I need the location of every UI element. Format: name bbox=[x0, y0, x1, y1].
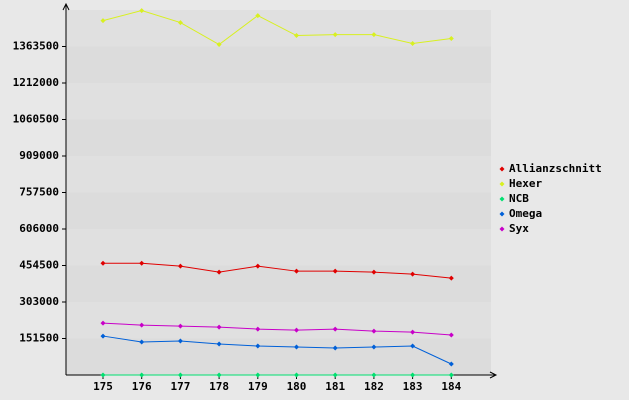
x-tick-label: 177 bbox=[170, 380, 190, 393]
point bbox=[332, 345, 338, 351]
point bbox=[177, 323, 183, 329]
point bbox=[255, 326, 261, 332]
y-tick-label: 1363500 bbox=[13, 40, 59, 53]
plot-band bbox=[66, 192, 491, 229]
point bbox=[255, 343, 261, 349]
plot-band bbox=[66, 10, 491, 47]
legend-label: Allianzschnitt bbox=[509, 162, 602, 175]
point bbox=[100, 260, 106, 266]
series-line bbox=[103, 262, 452, 279]
plot-band bbox=[66, 83, 491, 120]
point bbox=[255, 263, 261, 269]
point bbox=[371, 344, 377, 350]
point bbox=[410, 329, 416, 335]
point bbox=[177, 263, 183, 269]
plot-band bbox=[66, 119, 491, 156]
plot-band bbox=[66, 156, 491, 193]
point bbox=[371, 328, 377, 334]
point bbox=[332, 372, 338, 378]
x-tick-label: 180 bbox=[287, 380, 307, 393]
legend-label: Hexer bbox=[509, 177, 542, 190]
y-tick-label: 454500 bbox=[19, 259, 59, 272]
point bbox=[255, 372, 261, 378]
y-tick-label: 1212000 bbox=[13, 76, 59, 89]
legend-label: NCB bbox=[509, 192, 529, 205]
point bbox=[371, 372, 377, 378]
plot-band bbox=[66, 46, 491, 83]
x-tick-label: 175 bbox=[93, 380, 113, 393]
point bbox=[371, 269, 377, 275]
legend-swatch bbox=[499, 211, 505, 217]
x-tick-label: 178 bbox=[209, 380, 229, 393]
point bbox=[216, 372, 222, 378]
y-tick-label: 757500 bbox=[19, 186, 59, 199]
legend-swatch bbox=[499, 226, 505, 232]
legend-label: Syx bbox=[509, 222, 529, 235]
point bbox=[294, 268, 299, 274]
point bbox=[177, 20, 183, 26]
point bbox=[448, 372, 454, 378]
x-axis-arrow bbox=[489, 371, 498, 379]
point bbox=[139, 322, 145, 328]
point bbox=[371, 32, 377, 38]
y-axis-arrow bbox=[62, 2, 70, 11]
point bbox=[294, 372, 299, 378]
point bbox=[100, 372, 106, 378]
x-tick-label: 181 bbox=[325, 380, 345, 393]
point bbox=[139, 372, 145, 378]
y-tick-label: 606000 bbox=[19, 222, 59, 235]
point bbox=[332, 268, 338, 274]
x-tick-label: 184 bbox=[441, 380, 461, 393]
y-tick-label: 151500 bbox=[19, 332, 59, 345]
point bbox=[216, 269, 222, 275]
series-line bbox=[102, 322, 452, 336]
point bbox=[410, 271, 416, 277]
point bbox=[255, 13, 261, 19]
plot-band bbox=[66, 338, 491, 375]
x-tick-label: 176 bbox=[132, 380, 152, 393]
legend-swatch bbox=[499, 181, 505, 187]
point bbox=[294, 344, 299, 350]
plot-band bbox=[66, 229, 491, 266]
point bbox=[294, 33, 299, 39]
point bbox=[448, 332, 454, 338]
point bbox=[448, 275, 454, 281]
series-line bbox=[102, 335, 452, 365]
legend-swatch bbox=[499, 196, 505, 202]
y-tick-label: 303000 bbox=[19, 295, 59, 308]
point bbox=[448, 361, 454, 367]
series-line bbox=[102, 10, 452, 46]
legend-swatch bbox=[499, 166, 505, 172]
point bbox=[332, 326, 338, 332]
point bbox=[294, 327, 299, 333]
point bbox=[332, 32, 338, 38]
point bbox=[100, 333, 106, 339]
point bbox=[410, 372, 416, 378]
point bbox=[177, 338, 183, 344]
y-tick-label: 1060500 bbox=[13, 113, 59, 126]
x-tick-label: 182 bbox=[364, 380, 384, 393]
point bbox=[139, 8, 145, 14]
point bbox=[100, 320, 106, 326]
plot-band bbox=[66, 265, 491, 302]
x-tick-label: 179 bbox=[248, 380, 268, 393]
y-tick-label: 909000 bbox=[19, 149, 59, 162]
point bbox=[448, 36, 454, 42]
point bbox=[216, 341, 222, 347]
point bbox=[216, 324, 222, 330]
point bbox=[100, 18, 106, 24]
point bbox=[177, 372, 183, 378]
point bbox=[216, 42, 222, 48]
point bbox=[410, 343, 416, 349]
point bbox=[139, 260, 145, 266]
point bbox=[139, 339, 145, 345]
x-tick-label: 183 bbox=[403, 380, 423, 393]
point bbox=[410, 41, 416, 47]
legend-label: Omega bbox=[509, 207, 542, 220]
